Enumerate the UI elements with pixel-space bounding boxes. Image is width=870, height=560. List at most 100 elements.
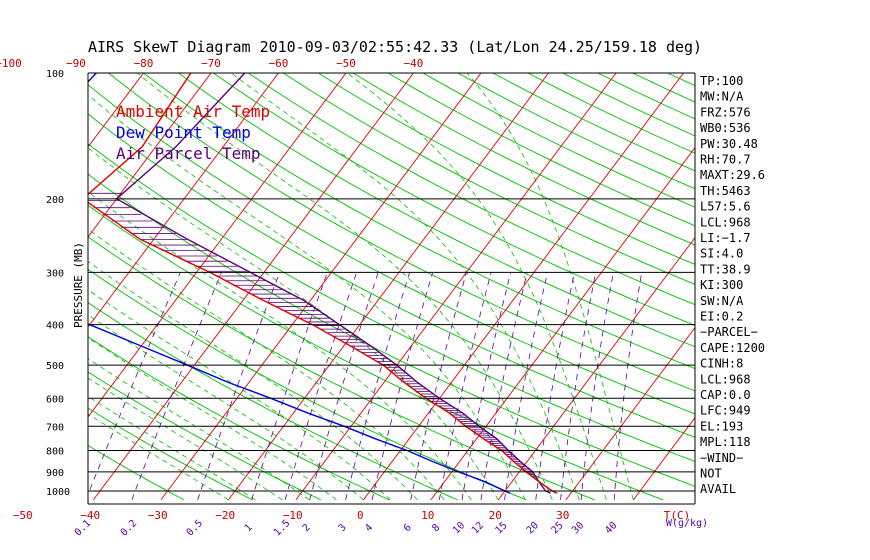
dry-adiabat-line (88, 268, 527, 501)
dry-adiabat-line (88, 302, 458, 501)
moist-adiabat-line (466, 73, 634, 501)
mixing-ratio-tick-label: 4 (363, 522, 375, 534)
pressure-tick-label: 400 (46, 321, 64, 332)
moist-adiabat-line (88, 395, 256, 501)
stat-item: PW:30.48 (700, 137, 758, 151)
isotherm-line (92, 73, 414, 501)
mixing-ratio-tick-label: 20 (525, 520, 541, 536)
moist-adiabat-line (230, 73, 580, 501)
pressure-tick-label: 1000 (46, 487, 70, 498)
isotherm-line (160, 73, 482, 501)
dry-adiabat-line (143, 73, 695, 370)
moist-adiabat-line (88, 94, 526, 501)
y-axis-label: PRESSURE (MB) (72, 242, 85, 328)
moist-adiabat-line (88, 260, 418, 501)
mixing-ratio-line (251, 272, 328, 501)
top-temp-tick-label: −70 (201, 57, 221, 70)
legend: Ambient Air Temp Dew Point Temp Air Parcel… (116, 102, 270, 163)
mixing-ratio-line (345, 272, 410, 500)
stat-item: TT:38.9 (700, 262, 751, 276)
bottom-temp-tick-label: −10 (283, 509, 303, 522)
stat-item: TH:5463 (700, 184, 751, 198)
mixing-ratio-line (613, 272, 643, 500)
isotherm-line (88, 73, 212, 238)
moist-adiabat-line (88, 228, 445, 501)
mixing-ratio-tick-label: 10 (451, 520, 467, 536)
legend-item: Ambient Air Temp (116, 102, 270, 121)
mixing-ratio-line (504, 272, 548, 500)
dry-adiabat-line (178, 73, 695, 348)
top-temp-tick-label: −90 (66, 57, 86, 70)
dry-adiabat-line (527, 73, 695, 154)
mixing-ratio-tick-label: 0.2 (119, 518, 140, 539)
stat-item: EI:0.2 (700, 310, 743, 324)
legend-item: Air Parcel Temp (116, 144, 261, 163)
stat-item: −WIND− (700, 451, 743, 465)
pressure-tick-label: 500 (46, 361, 64, 372)
moist-adiabat-line (347, 73, 607, 501)
pressure-tick-label: 800 (46, 446, 64, 457)
stat-item: NOT (700, 467, 722, 481)
mixing-ratio-line (284, 272, 357, 501)
top-temp-tick-label: −50 (336, 57, 356, 70)
moist-adiabat-line (88, 413, 229, 501)
pressure-tick-label: 100 (46, 69, 64, 80)
mixing-ratio-tick-label: 15 (493, 520, 509, 536)
moist-adiabat-line (88, 337, 337, 501)
stat-item: RH:70.7 (700, 153, 751, 167)
stat-item: AVAIL (700, 482, 736, 496)
stat-item: LCL:968 (700, 372, 751, 386)
stat-item: LCL:968 (700, 215, 751, 229)
moist-adiabat-line (88, 314, 364, 501)
temp-unit-label: T(C) (664, 509, 691, 522)
stat-item: −PARCEL− (700, 325, 758, 339)
mixing-ratio-tick-label: 40 (603, 520, 619, 536)
dry-adiabat-line (88, 204, 664, 501)
isotherm-line (88, 73, 279, 328)
dry-adiabat-line (88, 371, 322, 501)
mixing-ratio-line (197, 272, 281, 501)
mixing-ratio-line (371, 272, 434, 500)
dewpoint-temp-line (88, 73, 511, 494)
bottom-temp-tick-label: −50 (13, 509, 33, 522)
mixing-ratio-line (580, 272, 614, 500)
stat-item: MW:N/A (700, 90, 744, 104)
bottom-temp-tick-label: −20 (215, 509, 235, 522)
pressure-tick-label: 300 (46, 268, 64, 279)
stat-item: FRZ:576 (700, 105, 751, 119)
pressure-tick-label: 200 (46, 195, 64, 206)
bottom-temp-tick-label: 0 (357, 509, 364, 522)
stat-item: MAXT:29.6 (700, 168, 765, 182)
legend-item: Dew Point Temp (116, 123, 251, 142)
dry-adiabat-line (667, 73, 695, 87)
dry-adiabat-line (88, 84, 695, 415)
moist-adiabat-line (88, 191, 472, 501)
top-temp-tick-label: −60 (269, 57, 289, 70)
isotherm-line (88, 73, 347, 418)
stat-item: MPL:118 (700, 435, 751, 449)
mixing-ratio-tick-label: 30 (570, 520, 586, 536)
pressure-tick-label: 700 (46, 422, 64, 433)
stat-item: LI:−1.7 (700, 231, 751, 245)
dry-adiabat-line (248, 73, 695, 306)
mixing-ratio-line (480, 272, 528, 500)
stat-item: LFC:949 (700, 404, 751, 418)
dry-adiabat-line (88, 143, 695, 462)
bottom-temp-tick-label: 10 (421, 509, 434, 522)
isotherm-line (0, 73, 76, 500)
isotherm-line (632, 416, 695, 501)
mixing-ratio-tick-label: 6 (402, 522, 414, 534)
mixing-ratio-tick-label: 12 (470, 520, 486, 536)
mixing-ratio-tick-label: 3 (337, 522, 349, 534)
mixing-ratio-tick-label: 1 (243, 522, 255, 534)
dry-adiabat-line (352, 73, 695, 246)
isotherm-line (227, 73, 549, 501)
stat-item: L57:5.6 (700, 200, 751, 214)
stat-item: WB0:536 (700, 121, 751, 135)
stat-item: TP:100 (700, 74, 743, 88)
stat-item: CAPE:1200 (700, 341, 765, 355)
top-temp-tick-label: −100 (0, 57, 22, 70)
mixing-ratio-line (88, 272, 181, 496)
isotherm-line (768, 73, 870, 500)
